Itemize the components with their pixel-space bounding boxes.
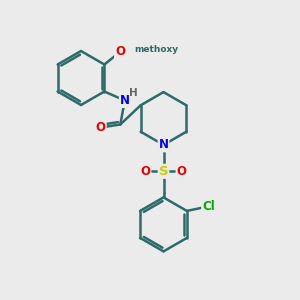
Text: S: S xyxy=(159,165,168,178)
Text: O: O xyxy=(115,45,125,58)
Text: O: O xyxy=(96,121,106,134)
Text: methoxy: methoxy xyxy=(134,45,178,54)
Text: N: N xyxy=(158,138,169,152)
Text: O: O xyxy=(140,165,151,178)
Text: Cl: Cl xyxy=(202,200,215,213)
Text: H: H xyxy=(129,88,138,98)
Text: N: N xyxy=(120,94,130,107)
Text: O: O xyxy=(176,165,187,178)
